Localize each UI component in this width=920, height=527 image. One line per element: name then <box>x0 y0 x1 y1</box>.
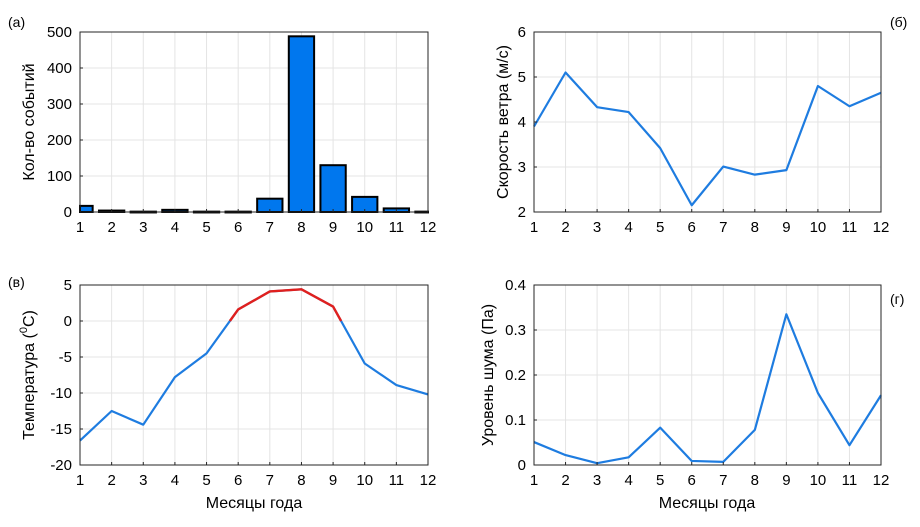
bar-8 <box>287 35 316 213</box>
y-tick-label: -5 <box>59 349 72 366</box>
panel-c-temperature-chart: (в) 1 2 3 4 5 6 7 8 9 10 11 12-20-15-10-505 Темпера… <box>8 274 436 512</box>
series-line-highlight <box>228 288 343 322</box>
series-line <box>533 71 882 207</box>
y-tick-label: 3 <box>518 159 526 176</box>
y-tick-label: 100 <box>47 168 72 185</box>
x-tick-label: 8 <box>751 472 759 489</box>
x-tick-label: 12 <box>420 219 437 236</box>
x-tick-label: 1 <box>530 472 538 489</box>
x-axis-label: Месяцы года <box>659 495 756 512</box>
x-tick-label: 3 <box>139 219 147 236</box>
x-tick-label: 10 <box>810 219 827 236</box>
x-tick-label: 5 <box>656 219 664 236</box>
bar-1 <box>79 204 94 214</box>
y-tick-label: 0 <box>64 313 72 330</box>
x-tick-label: 1 <box>76 472 84 489</box>
x-tick-label: 4 <box>171 472 179 489</box>
plot-frame <box>79 284 429 466</box>
x-tick-label: 6 <box>234 472 242 489</box>
x-tick-label: 2 <box>107 472 115 489</box>
x-tick-label: 11 <box>842 219 858 236</box>
y-axis-label: Скорость ветра (м/с) <box>495 45 512 199</box>
x-axis-label: Месяцы года <box>206 495 303 512</box>
x-tick-label: 1 <box>530 219 538 236</box>
series-line <box>533 313 882 465</box>
y-tick-label: 0.2 <box>505 367 526 384</box>
x-tick-label: 9 <box>329 219 337 236</box>
x-tick-label: 7 <box>266 219 274 236</box>
x-tick-label: 12 <box>873 219 890 236</box>
x-tick-label: 11 <box>842 472 858 489</box>
x-tick-label: 12 <box>873 472 890 489</box>
y-axis-label-main: Температура ( <box>21 333 38 440</box>
x-tick-label: 3 <box>593 219 601 236</box>
x-tick-label: 2 <box>561 472 569 489</box>
x-tick-label: 8 <box>751 219 759 236</box>
y-tick-label: 500 <box>47 24 72 41</box>
x-tick-label: 4 <box>171 219 179 236</box>
x-tick-label: 10 <box>356 472 373 489</box>
x-tick-label: 6 <box>688 472 696 489</box>
y-tick-label: 0 <box>64 204 72 221</box>
y-tick-label: 0 <box>518 457 526 474</box>
x-tick-label: 6 <box>688 219 696 236</box>
x-tick-label: 12 <box>420 472 437 489</box>
x-tick-label: 11 <box>389 219 405 236</box>
x-tick-label: 3 <box>139 472 147 489</box>
x-tick-label: 7 <box>719 472 727 489</box>
y-tick-label: 4 <box>518 114 526 131</box>
x-tick-label: 5 <box>202 219 210 236</box>
y-tick-label: -15 <box>50 421 72 438</box>
x-tick-label: 5 <box>202 472 210 489</box>
x-tick-label: 2 <box>561 219 569 236</box>
x-tick-label: 5 <box>656 472 664 489</box>
y-tick-label: 0.1 <box>505 412 526 429</box>
series-line <box>79 288 429 442</box>
x-tick-label: 9 <box>782 219 790 236</box>
x-tick-label: 8 <box>297 472 305 489</box>
y-tick-label: 5 <box>64 277 72 294</box>
y-tick-label: 300 <box>47 96 72 113</box>
x-tick-label: 11 <box>389 472 405 489</box>
panel-label: (в) <box>8 274 25 290</box>
y-tick-label: 2 <box>518 204 526 221</box>
x-tick-label: 7 <box>719 219 727 236</box>
y-axis-label: Температура (0C) <box>18 310 38 440</box>
y-tick-label: 400 <box>47 60 72 77</box>
y-axis-label-superscript: 0 <box>18 327 30 333</box>
panel-label: (а) <box>8 14 25 30</box>
x-tick-label: 3 <box>593 472 601 489</box>
y-tick-label: 0.4 <box>505 277 526 294</box>
y-tick-label: 200 <box>47 132 72 149</box>
x-tick-label: 6 <box>234 219 242 236</box>
x-tick-label: 9 <box>329 472 337 489</box>
y-tick-label: 5 <box>518 69 526 86</box>
plot-frame <box>79 31 429 213</box>
x-tick-label: 10 <box>810 472 827 489</box>
y-tick-label: 0.3 <box>505 322 526 339</box>
panel-label: (б) <box>890 14 907 30</box>
y-tick-label: 6 <box>518 24 526 41</box>
x-tick-label: 2 <box>107 219 115 236</box>
x-tick-label: 9 <box>782 472 790 489</box>
y-axis-label: Уровень шума (Па) <box>480 304 497 446</box>
y-axis-label: Кол-во событий <box>21 63 38 180</box>
x-tick-label: 8 <box>297 219 305 236</box>
y-axis-label-tail: C) <box>21 310 38 327</box>
x-tick-label: 1 <box>76 219 84 236</box>
y-tick-label: -10 <box>50 385 72 402</box>
x-tick-label: 7 <box>266 472 274 489</box>
y-tick-label: -20 <box>50 457 72 474</box>
x-tick-label: 4 <box>624 472 632 489</box>
x-tick-label: 4 <box>624 219 632 236</box>
x-tick-label: 10 <box>356 219 373 236</box>
bar-9 <box>319 164 347 213</box>
panel-label: (г) <box>890 291 904 307</box>
